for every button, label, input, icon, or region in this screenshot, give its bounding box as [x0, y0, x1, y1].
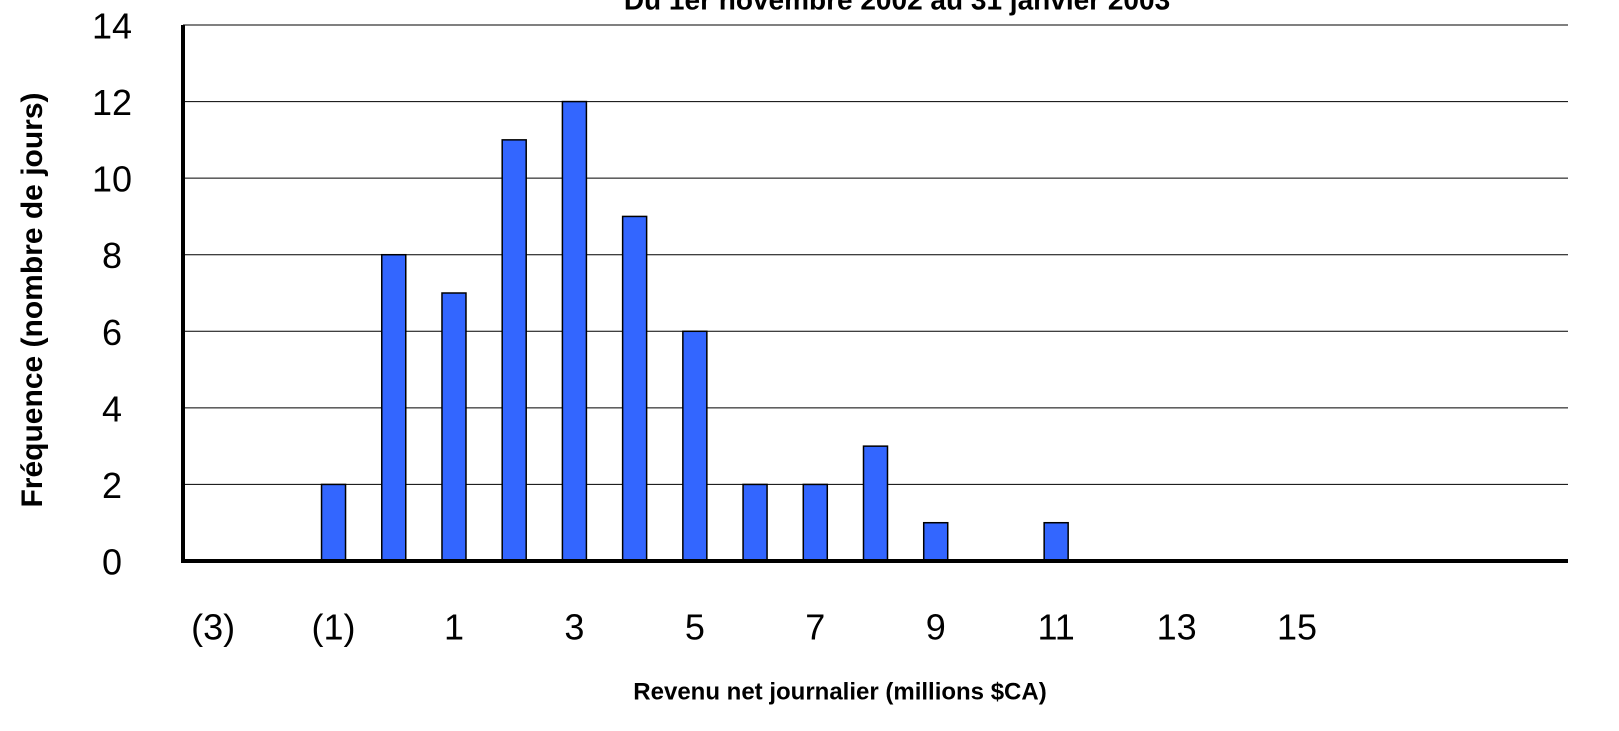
y-axis-label: Fréquence (nombre de jours)	[16, 92, 49, 507]
y-tick-label: 6	[102, 312, 122, 353]
y-tick-label: 12	[92, 82, 132, 123]
bar	[561, 100, 588, 562]
x-tick-label: (1)	[312, 607, 356, 648]
y-tick-label: 2	[102, 465, 122, 506]
bar	[621, 215, 648, 562]
y-tick-label: 14	[92, 6, 132, 47]
bar	[682, 330, 708, 562]
bar	[742, 483, 768, 562]
bar	[922, 521, 949, 562]
y-tick-label: 4	[102, 388, 122, 429]
bar	[862, 445, 889, 562]
bar	[501, 139, 527, 562]
bar	[1043, 521, 1069, 562]
bar	[381, 253, 407, 562]
x-tick-label: 13	[1157, 607, 1197, 648]
x-tick-label: (3)	[191, 607, 235, 648]
x-axis-label: Revenu net journalier (millions $CA)	[633, 678, 1046, 705]
y-tick-label: 10	[92, 159, 132, 200]
x-tick-label: 1	[444, 607, 464, 648]
x-tick-label: 11	[1037, 607, 1074, 648]
chart-title: Du 1er novembre 2002 au 31 janvier 2003	[624, 0, 1170, 15]
bar	[802, 483, 829, 562]
x-tick-label: 9	[926, 607, 946, 648]
y-tick-label: 8	[102, 235, 122, 276]
x-tick-label: 7	[805, 607, 825, 648]
x-tick-label: 15	[1277, 607, 1317, 648]
bar	[441, 292, 467, 562]
x-tick-label: 5	[685, 607, 705, 648]
y-tick-label: 0	[102, 542, 122, 583]
x-tick-label: 3	[564, 607, 584, 648]
bar	[320, 483, 347, 562]
